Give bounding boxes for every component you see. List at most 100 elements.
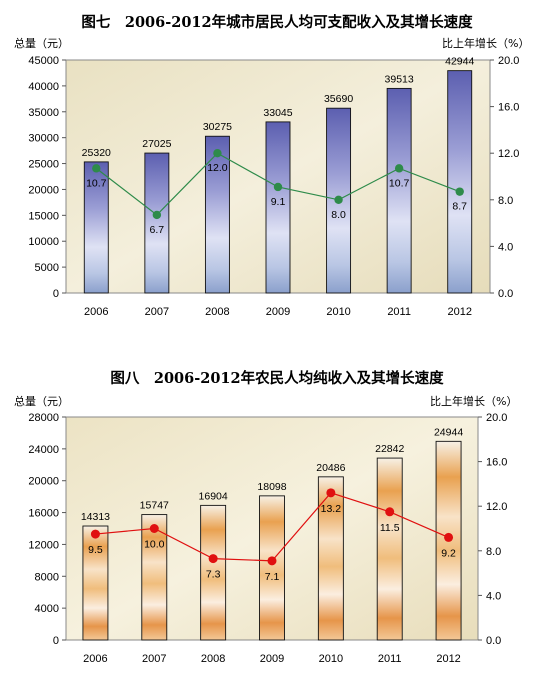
growth-value-label: 9.2 <box>441 547 456 559</box>
chart-title: 图八 2006-2012年农民人均纯收入及其增长速度 <box>110 369 444 387</box>
growth-marker <box>394 164 404 173</box>
y-tick-label: 20000 <box>28 184 59 196</box>
y2-tick-label: 8.0 <box>498 195 513 207</box>
y-tick-label: 0 <box>53 288 59 300</box>
bar-value-label: 39513 <box>385 73 414 85</box>
bar <box>435 440 462 641</box>
y-tick-label: 12000 <box>28 539 59 551</box>
growth-marker <box>334 195 343 204</box>
y2-tick-label: 4.0 <box>498 241 513 253</box>
growth-marker <box>273 182 283 192</box>
bar <box>141 514 168 641</box>
growth-marker <box>455 187 464 196</box>
growth-marker <box>267 556 277 566</box>
bar-value-label: 20486 <box>316 462 345 474</box>
x-tick-label: 2010 <box>326 306 350 318</box>
y-tick-label: 45000 <box>28 55 59 67</box>
bar-value-label: 18098 <box>257 481 286 493</box>
growth-line-series <box>92 149 464 220</box>
bar-value-label: 15747 <box>140 500 169 512</box>
growth-value-label: 10.7 <box>389 177 410 189</box>
growth-marker <box>385 507 395 517</box>
x-tick-label: 2011 <box>378 653 402 665</box>
bar <box>200 504 227 641</box>
x-tick-label: 2012 <box>436 653 460 665</box>
y-tick-label: 20000 <box>28 476 59 488</box>
y-tick-label: 5000 <box>35 262 59 274</box>
bar <box>204 135 230 294</box>
bar-value-label: 30275 <box>203 121 232 133</box>
growth-marker <box>208 554 218 564</box>
growth-marker <box>149 524 159 533</box>
x-tick-label: 2010 <box>319 653 343 665</box>
chart-urban-income: 图七 2006-2012年城市居民人均可支配收入及其增长速度 总量（元） 比上年… <box>14 13 529 318</box>
growth-value-label: 9.1 <box>271 196 286 208</box>
growth-value-label: 8.0 <box>331 209 346 221</box>
y-axis-label-left: 总量（元） <box>14 394 69 408</box>
bar-value-label: 27025 <box>142 138 171 150</box>
y-tick-label: 24000 <box>28 444 59 456</box>
y-tick-label: 15000 <box>28 210 59 222</box>
x-tick-label: 2009 <box>266 306 290 318</box>
bar-value-label: 24944 <box>434 426 463 438</box>
growth-value-label: 7.1 <box>265 571 280 583</box>
bar-value-label: 22842 <box>375 443 404 455</box>
bar-value-label: 33045 <box>263 107 292 119</box>
bar <box>83 161 109 294</box>
y-axis-label-right: 比上年增长（%） <box>430 394 517 408</box>
growth-marker <box>213 149 222 158</box>
growth-marker <box>152 210 162 220</box>
bar-value-label: 16904 <box>199 490 228 502</box>
growth-value-label: 10.7 <box>86 177 107 189</box>
y-tick-label: 30000 <box>28 133 59 145</box>
bar-value-label: 42944 <box>445 56 474 68</box>
growth-value-label: 13.2 <box>321 503 342 515</box>
growth-value-label: 9.5 <box>88 544 103 556</box>
growth-marker <box>444 532 454 542</box>
y2-tick-label: 16.0 <box>498 102 519 114</box>
y-tick-label: 28000 <box>28 412 59 424</box>
x-tick-label: 2012 <box>447 306 471 318</box>
data-labels: 25320 27025 30275 33045 35690 39513 42944 10.7 6… <box>82 56 475 236</box>
bar-series <box>82 440 462 641</box>
y2-tick-label: 0.0 <box>486 635 501 647</box>
y2-tick-label: 20.0 <box>498 55 519 67</box>
bar-series <box>83 70 473 294</box>
x-tick-label: 2008 <box>201 653 225 665</box>
x-tick-label: 2007 <box>142 653 166 665</box>
x-tick-label: 2006 <box>84 306 108 318</box>
growth-marker <box>92 164 101 173</box>
y-tick-label: 25000 <box>28 159 59 171</box>
y2-tick-label: 4.0 <box>486 590 501 602</box>
growth-line-series <box>90 488 454 566</box>
bar <box>82 525 109 641</box>
y-tick-label: 16000 <box>28 508 59 520</box>
y2-tick-label: 16.0 <box>486 457 507 469</box>
axis-ticks: 0 5000 10000 15000 20000 25000 30000 35000 40000… <box>28 55 519 318</box>
y2-tick-label: 8.0 <box>486 546 501 558</box>
growth-value-label: 10.0 <box>144 539 165 551</box>
bar-value-label: 35690 <box>324 93 353 105</box>
x-tick-label: 2011 <box>387 306 411 318</box>
y2-tick-label: 20.0 <box>486 412 507 424</box>
bar-value-label: 25320 <box>82 147 111 159</box>
growth-value-label: 8.7 <box>452 201 467 213</box>
y-tick-label: 0 <box>53 635 59 647</box>
y2-tick-label: 0.0 <box>498 288 513 300</box>
x-tick-label: 2008 <box>205 306 229 318</box>
y-tick-label: 10000 <box>28 236 59 248</box>
bar-value-label: 14313 <box>81 511 110 523</box>
y2-tick-label: 12.0 <box>486 501 507 513</box>
x-tick-label: 2007 <box>145 306 169 318</box>
bar <box>447 70 473 294</box>
axis-ticks: 0 4000 8000 12000 16000 20000 24000 28000 0.0 4.0… <box>28 412 507 665</box>
chart-title: 图七 2006-2012年城市居民人均可支配收入及其增长速度 <box>81 13 473 31</box>
data-labels: 14313 15747 16904 18098 20486 22842 24944 9.5 10… <box>81 426 464 582</box>
chart-rural-income: 图八 2006-2012年农民人均纯收入及其增长速度 总量（元） 比上年增长（%… <box>14 369 517 665</box>
growth-value-label: 12.0 <box>207 162 228 174</box>
x-tick-label: 2006 <box>83 653 107 665</box>
y-tick-label: 35000 <box>28 107 59 119</box>
bar <box>259 495 285 641</box>
growth-marker <box>326 488 336 498</box>
